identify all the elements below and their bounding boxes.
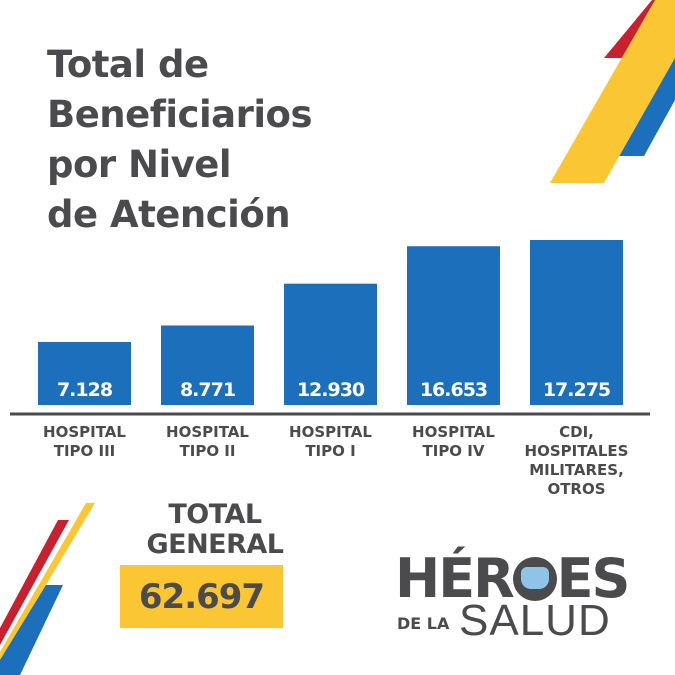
category-label-line: HOSPITAL	[289, 423, 372, 441]
logo-de-la-text: DE LA	[397, 614, 450, 633]
bar-value-label: 12.930	[297, 379, 365, 401]
stripe-blue-bottom	[0, 585, 63, 675]
title-line: de Atención	[47, 193, 291, 236]
title-line: Total de	[47, 43, 209, 86]
category-label: HOSPITAL TIPO III	[20, 423, 150, 461]
stripe-red-bottom	[0, 520, 69, 645]
bar	[161, 325, 254, 405]
bar	[38, 342, 131, 405]
category-label-line: OTROS	[547, 480, 606, 498]
bar-value-label: 7.128	[57, 379, 113, 401]
bar-value-label: 17.275	[543, 379, 610, 401]
category-label-line: HOSPITAL	[166, 423, 249, 441]
bar	[530, 240, 623, 405]
category-label-line: TIPO III	[53, 442, 116, 460]
stripe-yellow-top	[550, 0, 675, 183]
category-label-line: HOSPITALES	[524, 442, 629, 460]
logo-salud-text: SALUD	[459, 596, 611, 645]
page-title: Total de Beneficiarios por Nivel de Aten…	[47, 40, 312, 240]
bar-value-label: 8.771	[180, 379, 235, 401]
title-line: Beneficiarios	[47, 93, 312, 136]
heroes-de-la-salud-logo: HÉR ES DE LA SALUD	[395, 548, 645, 648]
category-label-line: MILITARES,	[529, 461, 624, 479]
category-label: HOSPITAL TIPO II	[143, 423, 273, 461]
category-label: CDI, HOSPITALES MILITARES, OTROS	[512, 423, 642, 499]
total-general-label: TOTAL GENERAL	[115, 500, 315, 560]
category-label: HOSPITAL TIPO I	[266, 423, 396, 461]
bar	[284, 283, 377, 405]
title-line: por Nivel	[47, 143, 232, 186]
category-label-line: CDI,	[559, 423, 594, 441]
category-label-line: TIPO I	[305, 442, 356, 460]
category-label-line: TIPO IV	[422, 442, 485, 460]
category-label-line: HOSPITAL	[43, 423, 126, 441]
total-label-line: TOTAL	[168, 499, 262, 530]
category-label-line: TIPO II	[179, 442, 236, 460]
bar-chart: 7.128 8.771 12.930 16.653 17.275	[10, 240, 650, 416]
category-label: HOSPITAL TIPO IV	[389, 423, 519, 461]
logo-heroes-text: HÉR ES	[395, 547, 630, 610]
total-label-line: GENERAL	[146, 529, 284, 560]
mask-icon	[512, 557, 557, 601]
bar	[407, 246, 500, 405]
total-general-value: 62.697	[120, 565, 283, 628]
bar-value-label: 16.653	[420, 379, 487, 401]
category-label-line: HOSPITAL	[412, 423, 495, 441]
